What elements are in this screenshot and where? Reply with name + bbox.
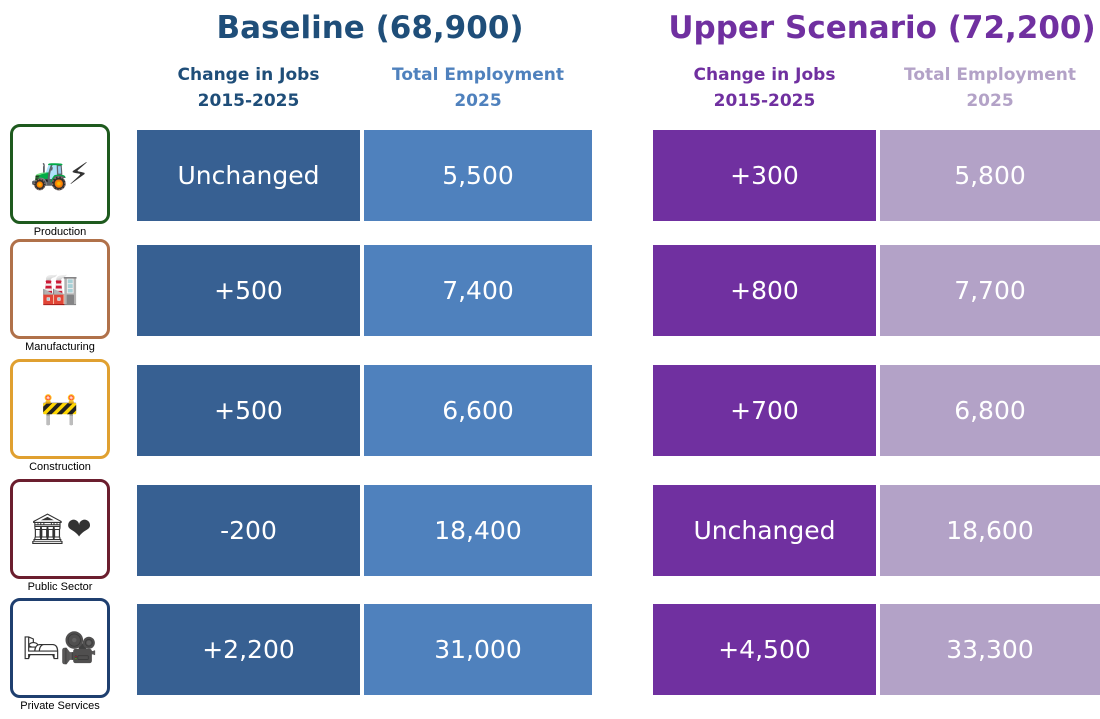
column-header: 2015-2025 <box>197 91 300 111</box>
table-cell: Unchanged <box>653 485 876 576</box>
sector-label: Construction <box>29 461 91 473</box>
table-cell: 18,600 <box>880 485 1100 576</box>
table-cell: 5,500 <box>364 130 592 221</box>
table-cell: +2,200 <box>137 604 360 695</box>
table-cell: 18,400 <box>364 485 592 576</box>
table-cell: Unchanged <box>137 130 360 221</box>
sector-icon: 🚧 <box>10 359 110 459</box>
sector-label: Manufacturing <box>25 341 95 353</box>
table-cell: +500 <box>137 365 360 456</box>
sector-label: Private Services <box>20 700 100 712</box>
column-header: Total Employment <box>392 65 564 85</box>
column-header: 2025 <box>454 91 502 111</box>
table-cell: 7,400 <box>364 245 592 336</box>
sector-icon: 🚜⚡ <box>10 124 110 224</box>
table-cell: -200 <box>137 485 360 576</box>
sector-label: Public Sector <box>27 581 93 593</box>
column-header: Change in Jobs <box>177 65 320 85</box>
group-title: Upper Scenario (72,200) <box>668 10 1096 46</box>
sector-label: Production <box>33 226 87 238</box>
column-header: Total Employment <box>904 65 1076 85</box>
table-cell: +800 <box>653 245 876 336</box>
table-cell: 6,600 <box>364 365 592 456</box>
column-header: 2015-2025 <box>713 91 816 111</box>
table-cell: 33,300 <box>880 604 1100 695</box>
table-cell: 5,800 <box>880 130 1100 221</box>
table-cell: 6,800 <box>880 365 1100 456</box>
group-title: Baseline (68,900) <box>216 10 524 46</box>
sector-icon: 🏭 <box>10 239 110 339</box>
table-cell: +4,500 <box>653 604 876 695</box>
table-cell: +500 <box>137 245 360 336</box>
table-cell: 31,000 <box>364 604 592 695</box>
sector-icon: 🛏🎥 <box>10 598 110 698</box>
table-cell: +300 <box>653 130 876 221</box>
table-cell: 7,700 <box>880 245 1100 336</box>
column-header: Change in Jobs <box>693 65 836 85</box>
table-cell: +700 <box>653 365 876 456</box>
sector-icon: 🏛❤ <box>10 479 110 579</box>
column-header: 2025 <box>966 91 1014 111</box>
